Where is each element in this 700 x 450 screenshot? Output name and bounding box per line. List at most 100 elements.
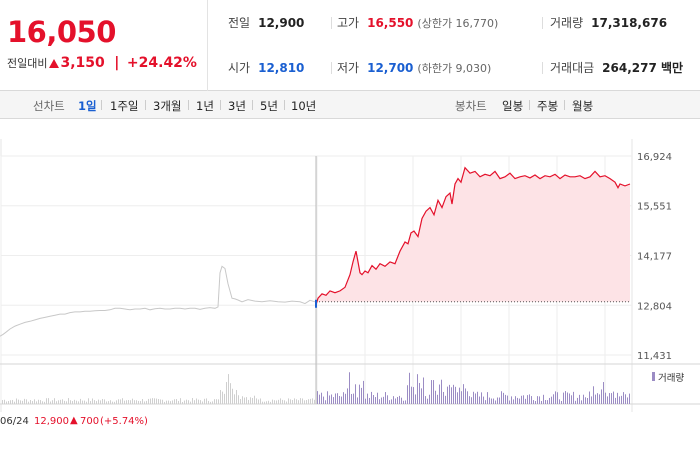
volume-bar bbox=[130, 400, 131, 404]
tab-period-3m[interactable]: 3개월 bbox=[153, 99, 182, 113]
volume-bar bbox=[228, 374, 229, 404]
volume-bar bbox=[507, 395, 508, 404]
volume-bar bbox=[503, 392, 504, 404]
volume-bar bbox=[505, 394, 506, 404]
volume-bar bbox=[569, 393, 570, 404]
volume-bar bbox=[357, 397, 358, 404]
volume-bar bbox=[206, 398, 207, 404]
tab-period-3y[interactable]: 3년 bbox=[228, 99, 246, 113]
volume-bar bbox=[10, 400, 11, 404]
volume-bar bbox=[254, 395, 255, 404]
volume-bar bbox=[84, 400, 85, 404]
volume-bar bbox=[12, 399, 13, 404]
volume-bar bbox=[196, 398, 197, 404]
y-tick-label: 12,804 bbox=[637, 301, 672, 312]
price-change: 전일대비 3,150 | +24.42% bbox=[7, 55, 197, 71]
volume-bar bbox=[154, 398, 155, 404]
tab-period-10y[interactable]: 10년 bbox=[291, 99, 317, 113]
volume-bar bbox=[463, 384, 464, 404]
volume-bar bbox=[605, 392, 606, 404]
volume-bar bbox=[140, 401, 141, 404]
volume-bar bbox=[381, 397, 382, 404]
volume-bar bbox=[126, 400, 127, 404]
volume-bar bbox=[317, 391, 318, 404]
volume-bar bbox=[272, 399, 273, 404]
tab-period-1y[interactable]: 1년 bbox=[196, 99, 214, 113]
volume-bar bbox=[329, 395, 330, 404]
volume-bar bbox=[491, 398, 492, 404]
volume-bar bbox=[341, 396, 342, 404]
volume-bar bbox=[443, 391, 444, 404]
y-tick-label: 14,177 bbox=[637, 252, 672, 263]
volume-bar bbox=[457, 392, 458, 404]
volume-bar bbox=[218, 399, 219, 404]
up-triangle-icon bbox=[49, 59, 60, 68]
tab-period-1d[interactable]: 1일 bbox=[78, 99, 97, 113]
volume-bar bbox=[339, 395, 340, 404]
volume-bar bbox=[619, 396, 620, 404]
volume-bar bbox=[276, 400, 277, 404]
volume-bar bbox=[485, 400, 486, 404]
volume-bar bbox=[256, 398, 257, 404]
volume-bar bbox=[513, 399, 514, 404]
divider bbox=[331, 17, 332, 29]
volume-bar bbox=[351, 393, 352, 404]
volume-bar bbox=[579, 394, 580, 404]
volume-bar bbox=[595, 394, 596, 404]
volume-bar bbox=[36, 401, 37, 404]
volume-bar bbox=[242, 396, 243, 404]
divider bbox=[145, 100, 146, 110]
volume-bar bbox=[509, 400, 510, 404]
volume-bar bbox=[389, 400, 390, 404]
volume-bar bbox=[419, 382, 420, 404]
tab-candle-monthly[interactable]: 월봉 bbox=[572, 99, 594, 113]
volume-bar bbox=[308, 399, 309, 404]
volume-bar bbox=[132, 398, 133, 404]
volume-bar bbox=[80, 398, 81, 404]
volume-bar bbox=[615, 397, 616, 404]
volume-bar bbox=[515, 396, 516, 404]
volume-bar bbox=[333, 397, 334, 404]
volume-bar bbox=[86, 401, 87, 404]
change-amount: 3,150 bbox=[60, 55, 105, 71]
volume-bar bbox=[122, 398, 123, 404]
volume-bar bbox=[613, 391, 614, 404]
volume-bar bbox=[551, 396, 552, 404]
tab-period-1w[interactable]: 1주일 bbox=[110, 99, 139, 113]
volume-bar bbox=[373, 395, 374, 404]
volume-bar bbox=[471, 397, 472, 404]
volume-bar bbox=[525, 398, 526, 404]
volume-bar bbox=[146, 400, 147, 404]
volume-bar bbox=[603, 382, 604, 404]
volume-bar bbox=[112, 401, 113, 404]
volume-bar bbox=[429, 394, 430, 404]
volume-bar bbox=[483, 396, 484, 404]
volume-bar bbox=[611, 393, 612, 404]
volume-bar bbox=[302, 398, 303, 404]
volume-bar bbox=[282, 399, 283, 404]
volume-bar bbox=[180, 398, 181, 404]
volume-bar bbox=[60, 399, 61, 404]
volume-bar bbox=[124, 400, 125, 404]
volume-bar bbox=[469, 396, 470, 404]
volume-bar bbox=[290, 399, 291, 404]
volume-bar bbox=[288, 398, 289, 404]
volume-bar bbox=[387, 395, 388, 404]
volume-bar bbox=[325, 400, 326, 404]
volume-bar bbox=[383, 396, 384, 404]
footer-change: 700 bbox=[80, 416, 100, 427]
volume-bar bbox=[14, 401, 15, 404]
volume-bar bbox=[76, 400, 77, 404]
tab-period-5y[interactable]: 5년 bbox=[260, 99, 278, 113]
volume-bar bbox=[176, 399, 177, 404]
volume-bar bbox=[597, 393, 598, 404]
volume-bar bbox=[413, 387, 414, 404]
tab-candle-weekly[interactable]: 주봉 bbox=[537, 99, 559, 113]
tab-candle-daily[interactable]: 일봉 bbox=[502, 99, 524, 113]
volume-bar bbox=[385, 392, 386, 404]
volume-bar bbox=[437, 394, 438, 404]
volume-bar bbox=[499, 397, 500, 404]
volume-bar bbox=[535, 400, 536, 404]
volume-bar bbox=[593, 386, 594, 404]
volume-bar bbox=[371, 391, 372, 404]
